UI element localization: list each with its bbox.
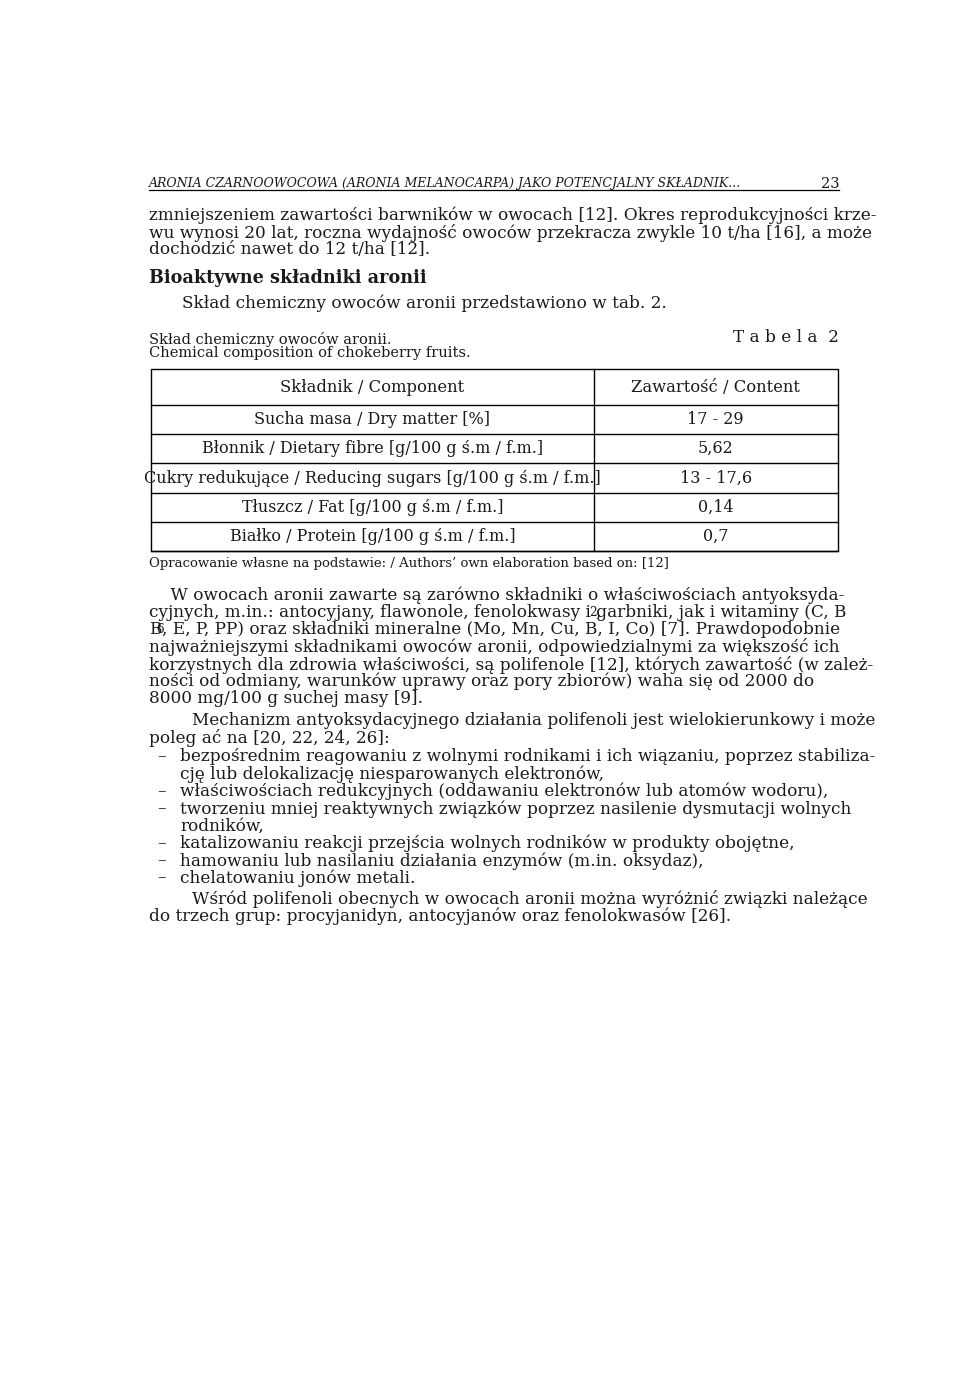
Text: 0,7: 0,7	[703, 527, 729, 545]
Text: korzystnych dla zdrowia właściwości, są polifenole [12], których zawartość (w za: korzystnych dla zdrowia właściwości, są …	[150, 655, 874, 673]
Text: ARONIA CZARNOOWOCOWA (ARONIA MELANOCARPA) JAKO POTENCJALNY SKŁADNIK...: ARONIA CZARNOOWOCOWA (ARONIA MELANOCARPA…	[150, 178, 742, 190]
Text: Chemical composition of chokeberry fruits.: Chemical composition of chokeberry fruit…	[150, 346, 471, 359]
Text: cję lub delokalizację niesparowanych elektronów,: cję lub delokalizację niesparowanych ele…	[180, 766, 605, 783]
Text: zmniejszeniem zawartości barwników w owocach [12]. Okres reprodukcyjności krze-: zmniejszeniem zawartości barwników w owo…	[150, 207, 876, 223]
Text: 17 - 29: 17 - 29	[687, 411, 744, 428]
Text: Skład chemiczny owoców aronii przedstawiono w tab. 2.: Skład chemiczny owoców aronii przedstawi…	[182, 294, 667, 312]
Text: wu wynosi 20 lat, roczna wydajność owoców przekracza zwykle 10 t/ha [16], a może: wu wynosi 20 lat, roczna wydajność owocó…	[150, 223, 873, 242]
Text: Skład chemiczny owoców aronii.: Skład chemiczny owoców aronii.	[150, 332, 392, 347]
Text: Wśród polifenoli obecnych w owocach aronii można wyróżnić związki należące: Wśród polifenoli obecnych w owocach aron…	[150, 890, 868, 908]
Text: Mechanizm antyoksydacyjnego działania polifenoli jest wielokierunkowy i może: Mechanizm antyoksydacyjnego działania po…	[150, 712, 876, 729]
Text: –: –	[157, 836, 166, 852]
Text: Zawartość / Content: Zawartość / Content	[632, 379, 801, 396]
Text: –: –	[157, 801, 166, 818]
Text: 23: 23	[821, 178, 839, 192]
Text: 5,62: 5,62	[698, 440, 733, 457]
Text: , E, P, PP) oraz składniki mineralne (Mo, Mn, Cu, B, I, Co) [7]. Prawdopodobnie: , E, P, PP) oraz składniki mineralne (Mo…	[162, 620, 840, 638]
Text: Bioaktywne składniki aronii: Bioaktywne składniki aronii	[150, 269, 427, 287]
Text: Sucha masa / Dry matter [%]: Sucha masa / Dry matter [%]	[254, 411, 491, 428]
Text: ności od odmiany, warunków uprawy oraz pory zbiorów) waha się od 2000 do: ności od odmiany, warunków uprawy oraz p…	[150, 673, 815, 690]
Text: –: –	[157, 783, 166, 799]
Text: rodników,: rodników,	[180, 818, 264, 834]
Text: Tłuszcz / Fat [g/100 g ś.m / f.m.]: Tłuszcz / Fat [g/100 g ś.m / f.m.]	[242, 498, 503, 516]
Text: Cukry redukujące / Reducing sugars [g/100 g ś.m / f.m.]: Cukry redukujące / Reducing sugars [g/10…	[144, 469, 601, 487]
Text: –: –	[157, 748, 166, 765]
Text: 2: 2	[589, 605, 597, 619]
Text: właściwościach redukcyjnych (oddawaniu elektronów lub atomów wodoru),: właściwościach redukcyjnych (oddawaniu e…	[180, 783, 828, 801]
Text: 13 - 17,6: 13 - 17,6	[680, 469, 752, 487]
Text: B: B	[150, 620, 162, 638]
Text: katalizowaniu reakcji przejścia wolnych rodników w produkty obojętne,: katalizowaniu reakcji przejścia wolnych …	[180, 836, 795, 852]
Text: tworzeniu mniej reaktywnych związków poprzez nasilenie dysmutacji wolnych: tworzeniu mniej reaktywnych związków pop…	[180, 801, 852, 818]
Text: Białko / Protein [g/100 g ś.m / f.m.]: Białko / Protein [g/100 g ś.m / f.m.]	[229, 527, 516, 545]
Text: 0,14: 0,14	[698, 498, 733, 516]
Text: 6: 6	[156, 623, 164, 636]
Text: najważniejszymi składnikami owoców aronii, odpowiedzialnymi za większość ich: najważniejszymi składnikami owoców aroni…	[150, 638, 840, 657]
Text: Składnik / Component: Składnik / Component	[280, 379, 465, 396]
Text: T a b e l a  2: T a b e l a 2	[733, 329, 839, 346]
Text: dochodzić nawet do 12 t/ha [12].: dochodzić nawet do 12 t/ha [12].	[150, 242, 431, 258]
Text: Błonnik / Dietary fibre [g/100 g ś.m / f.m.]: Błonnik / Dietary fibre [g/100 g ś.m / f…	[202, 440, 543, 457]
Text: –: –	[157, 869, 166, 887]
Text: ,: ,	[595, 604, 600, 620]
Text: W owocach aronii zawarte są zarówno składniki o właściwościach antyoksyda-: W owocach aronii zawarte są zarówno skła…	[150, 586, 845, 604]
Text: chelatowaniu jonów metali.: chelatowaniu jonów metali.	[180, 869, 416, 887]
Text: –: –	[157, 852, 166, 869]
Bar	[151, 369, 838, 551]
Text: bezpośrednim reagowaniu z wolnymi rodnikami i ich wiązaniu, poprzez stabiliza-: bezpośrednim reagowaniu z wolnymi rodnik…	[180, 748, 876, 765]
Text: 8000 mg/100 g suchej masy [9].: 8000 mg/100 g suchej masy [9].	[150, 690, 423, 706]
Text: do trzech grup: procyjanidyn, antocyjanów oraz fenolokwasów [26].: do trzech grup: procyjanidyn, antocyjanó…	[150, 908, 732, 924]
Text: hamowaniu lub nasilaniu działania enzymów (m.in. oksydaz),: hamowaniu lub nasilaniu działania enzymó…	[180, 852, 704, 870]
Text: Opracowanie własne na podstawie: / Authors’ own elaboration based on: [12]: Opracowanie własne na podstawie: / Autho…	[150, 557, 669, 569]
Text: poleg ać na [20, 22, 24, 26]:: poleg ać na [20, 22, 24, 26]:	[150, 730, 390, 747]
Text: cyjnych, m.in.: antocyjany, flawonole, fenolokwasy i garbniki, jak i witaminy (C: cyjnych, m.in.: antocyjany, flawonole, f…	[150, 604, 847, 620]
